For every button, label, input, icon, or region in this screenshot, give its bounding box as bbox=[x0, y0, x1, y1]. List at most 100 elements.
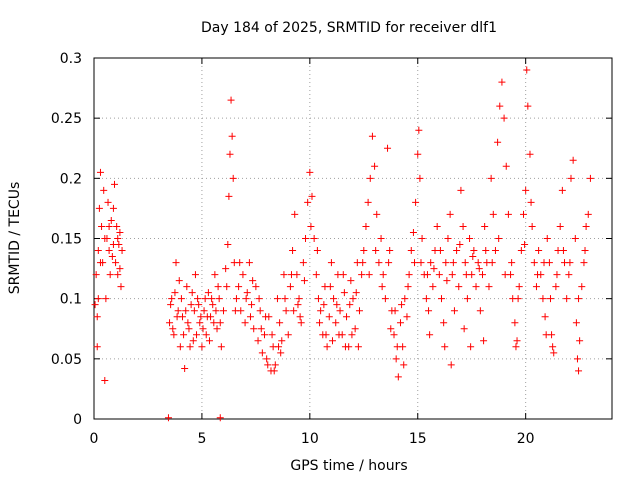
data-point bbox=[270, 367, 278, 375]
data-point bbox=[236, 259, 244, 267]
data-point bbox=[571, 235, 579, 242]
data-point bbox=[441, 343, 449, 351]
data-point bbox=[494, 138, 502, 146]
data-point bbox=[368, 132, 376, 140]
data-point bbox=[246, 313, 254, 321]
data-point bbox=[168, 295, 176, 303]
data-point bbox=[300, 277, 308, 285]
data-point bbox=[366, 174, 374, 182]
data-point bbox=[501, 271, 509, 279]
data-point bbox=[220, 307, 227, 315]
data-point bbox=[540, 259, 548, 267]
data-point bbox=[204, 289, 212, 297]
data-point bbox=[541, 313, 549, 321]
data-point bbox=[277, 349, 285, 357]
y-tick-label: 0.2 bbox=[60, 171, 82, 187]
data-point bbox=[243, 289, 251, 297]
data-point bbox=[348, 331, 356, 339]
data-point bbox=[171, 289, 179, 297]
data-point bbox=[523, 66, 531, 74]
data-point bbox=[96, 168, 104, 176]
data-point bbox=[546, 295, 554, 303]
data-point bbox=[578, 283, 586, 291]
data-point bbox=[225, 192, 233, 200]
data-point bbox=[257, 325, 265, 333]
data-point bbox=[504, 210, 512, 218]
data-point bbox=[539, 295, 547, 303]
data-point bbox=[174, 307, 182, 315]
data-point bbox=[304, 198, 312, 206]
data-point bbox=[95, 204, 103, 212]
data-point bbox=[92, 271, 100, 279]
data-point bbox=[586, 174, 594, 182]
data-point bbox=[379, 271, 387, 279]
data-point bbox=[514, 295, 522, 303]
data-point bbox=[281, 295, 289, 303]
data-point bbox=[167, 301, 175, 309]
data-point bbox=[194, 295, 202, 303]
data-point bbox=[581, 247, 589, 255]
data-point bbox=[201, 295, 209, 303]
data-point bbox=[216, 414, 224, 422]
data-point bbox=[328, 337, 336, 345]
data-point bbox=[271, 361, 279, 369]
data-point bbox=[470, 247, 478, 255]
data-point bbox=[195, 301, 203, 309]
data-point bbox=[117, 283, 125, 291]
data-point bbox=[332, 319, 340, 327]
data-point bbox=[387, 325, 395, 333]
data-point bbox=[511, 319, 519, 327]
data-point bbox=[316, 319, 324, 327]
data-point bbox=[559, 247, 567, 255]
data-point bbox=[245, 259, 253, 267]
data-point bbox=[573, 355, 581, 363]
data-point bbox=[314, 295, 322, 303]
data-point bbox=[442, 259, 450, 267]
data-point bbox=[307, 222, 315, 230]
data-point bbox=[262, 313, 270, 321]
data-point bbox=[354, 343, 362, 351]
x-axis-label: GPS time / hours bbox=[290, 458, 407, 474]
data-point bbox=[177, 295, 185, 303]
data-point bbox=[355, 307, 363, 315]
data-point bbox=[469, 253, 477, 261]
data-point bbox=[105, 247, 113, 255]
data-point bbox=[189, 337, 197, 345]
data-point bbox=[336, 307, 344, 315]
data-point bbox=[427, 259, 435, 267]
data-point bbox=[393, 343, 401, 351]
data-point bbox=[190, 307, 198, 315]
data-point bbox=[572, 319, 580, 327]
data-point bbox=[173, 313, 181, 321]
data-point bbox=[446, 210, 454, 218]
data-point bbox=[347, 277, 355, 285]
data-point bbox=[100, 186, 108, 194]
data-point bbox=[180, 331, 188, 339]
data-point bbox=[349, 295, 357, 303]
data-point bbox=[489, 210, 497, 218]
data-point bbox=[203, 313, 211, 321]
data-point bbox=[93, 313, 101, 321]
data-point bbox=[527, 198, 535, 206]
data-point bbox=[528, 222, 536, 230]
data-point bbox=[360, 247, 368, 255]
data-point bbox=[364, 198, 372, 206]
data-point bbox=[313, 247, 321, 255]
data-point bbox=[422, 295, 430, 303]
data-point bbox=[426, 331, 434, 339]
data-point bbox=[104, 198, 112, 206]
data-point bbox=[183, 283, 191, 291]
data-point bbox=[255, 295, 263, 303]
data-point bbox=[320, 301, 328, 309]
data-point bbox=[508, 259, 516, 267]
data-point bbox=[182, 307, 190, 315]
data-point bbox=[584, 210, 592, 218]
data-point bbox=[457, 186, 465, 194]
data-point bbox=[116, 265, 124, 273]
data-point bbox=[310, 235, 318, 242]
data-point bbox=[297, 319, 305, 327]
data-point bbox=[576, 337, 584, 345]
data-point bbox=[291, 210, 299, 218]
data-point bbox=[249, 277, 257, 285]
